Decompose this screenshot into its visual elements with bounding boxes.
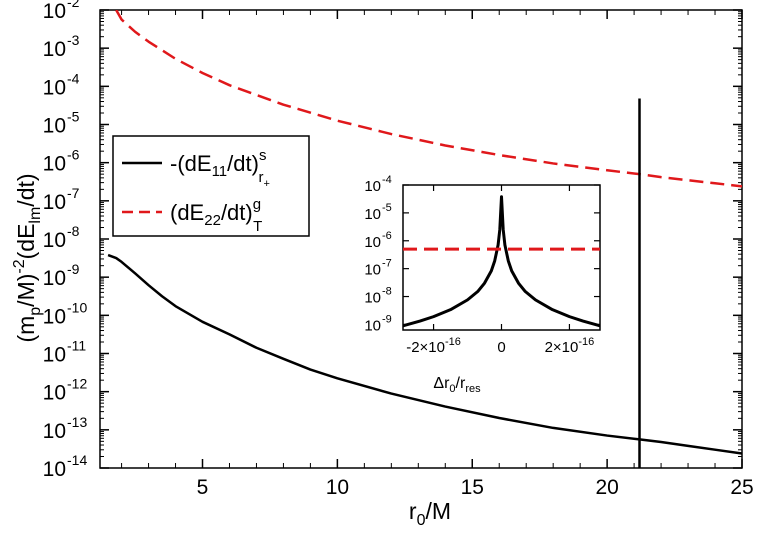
- inset-x-tick-label: 2×10-16: [545, 336, 595, 356]
- inset-y-tick-exponent: -8: [382, 286, 392, 298]
- inset-xlabel-b: 0: [449, 383, 455, 395]
- inset-y-tick-label: 10: [364, 234, 381, 251]
- main-series: [107, 10, 742, 468]
- y-tick-label: 10: [43, 382, 66, 405]
- inset-series: [403, 195, 600, 328]
- y-tick-exponent: -11: [67, 338, 86, 354]
- inset-series-line-1: [403, 195, 600, 328]
- inset-y-tick-label: 10: [364, 290, 381, 307]
- series-line-1: [107, 253, 742, 455]
- y-tick-exponent: -6: [67, 147, 80, 163]
- y-tick-exponent: -7: [67, 185, 80, 201]
- legend-2-sub: T: [253, 218, 262, 235]
- y-tick-exponent: -5: [67, 109, 80, 125]
- x-axis-title-base: r: [409, 498, 417, 524]
- y-axis-title-p2: p: [27, 307, 44, 316]
- legend-2-a: (dE: [170, 200, 204, 225]
- inset-y-tick-exponent: -4: [382, 174, 392, 186]
- inset-y-tick-exponent: -7: [382, 258, 392, 270]
- y-tick-label: 10: [43, 191, 66, 214]
- y-axis-title-p4: -2: [11, 259, 28, 273]
- y-tick-label: 10: [43, 0, 66, 23]
- inset-xlabel-a: Δr: [433, 375, 450, 392]
- legend-box: [112, 135, 310, 237]
- y-tick-label: 10: [43, 115, 66, 138]
- y-tick-label: 10: [43, 420, 66, 443]
- x-tick-label: 20: [595, 476, 618, 499]
- y-tick-exponent: -2: [67, 0, 80, 10]
- inset-x-axis-title: Δr0/rres: [433, 375, 481, 395]
- y-tick-exponent: -4: [67, 70, 80, 86]
- legend-1-a: -(dE: [170, 151, 212, 176]
- main-axes: 5 10 15 20 2510-1410-1310-1210-1110-1010-910…: [43, 0, 754, 499]
- inset-y-tick-exponent: -5: [382, 202, 392, 214]
- y-tick-exponent: -12: [67, 376, 87, 392]
- y-tick-exponent: -9: [67, 261, 80, 277]
- inset-x-tick-label: 0: [497, 339, 505, 356]
- legend-1-c: /dt): [227, 151, 259, 176]
- legend-1-sup: s: [259, 147, 267, 164]
- y-tick-label: 10: [43, 229, 66, 252]
- inset-y-tick-label: 10: [364, 178, 381, 195]
- inset-y-tick-exponent: -9: [382, 313, 392, 325]
- y-tick-label: 10: [43, 344, 66, 367]
- y-tick-label: 10: [43, 38, 66, 61]
- y-axis-title: (mp/M)-2(dElm/dt): [11, 173, 44, 342]
- x-tick-label: 25: [730, 476, 753, 499]
- y-tick-exponent: -8: [67, 223, 80, 239]
- legend-label-series-1: -(dE11/dt)s r+: [170, 147, 270, 190]
- y-axis-title-p6: lm: [27, 207, 44, 224]
- inset-y-tick-label: 10: [364, 262, 381, 279]
- y-tick-exponent: -13: [67, 414, 87, 430]
- y-tick-label: 10: [43, 267, 66, 290]
- y-axis-title-p7: /dt): [13, 173, 39, 206]
- y-axis-title-p5: (dE: [13, 224, 39, 260]
- y-tick-label: 10: [43, 153, 66, 176]
- y-axis-title-p3: /M): [13, 274, 39, 307]
- legend-1-sub: r: [258, 169, 263, 186]
- legend-2-sup: g: [253, 196, 261, 213]
- y-tick-label: 10: [43, 458, 66, 481]
- legend: -(dE11/dt)s r+ (dE22/dt)g T: [112, 135, 310, 237]
- inset-xlabel-c: /r: [456, 375, 466, 392]
- inset-xlabel-d: res: [465, 383, 481, 395]
- inset-y-tick-label: 10: [364, 317, 381, 334]
- legend-1-subsub: +: [263, 178, 269, 190]
- y-tick-exponent: -3: [67, 32, 80, 48]
- legend-2-b: 22: [204, 212, 221, 229]
- legend-label-series-2: (dE22/dt)g T: [170, 196, 262, 235]
- y-tick-label: 10: [43, 76, 66, 99]
- y-tick-label: 10: [43, 305, 66, 328]
- legend-1-b: 11: [212, 163, 228, 180]
- x-axis-title: r0/M: [409, 498, 451, 529]
- series-line-2: [115, 10, 742, 188]
- x-tick-label: 5: [197, 476, 209, 499]
- y-tick-exponent: -10: [67, 299, 87, 315]
- x-axis-title-sub: 0: [417, 512, 426, 529]
- y-tick-exponent: -14: [67, 452, 87, 468]
- inset-y-tick-label: 10: [364, 206, 381, 223]
- x-tick-label: 10: [326, 476, 349, 499]
- x-tick-label: 15: [461, 476, 484, 499]
- inset-y-tick-exponent: -6: [382, 230, 392, 242]
- y-axis-title-p1: (m: [13, 316, 39, 343]
- inset-x-tick-label: -2×10-16: [406, 336, 461, 356]
- legend-2-c: /dt): [221, 200, 253, 225]
- x-axis-title-rest: /M: [426, 498, 452, 524]
